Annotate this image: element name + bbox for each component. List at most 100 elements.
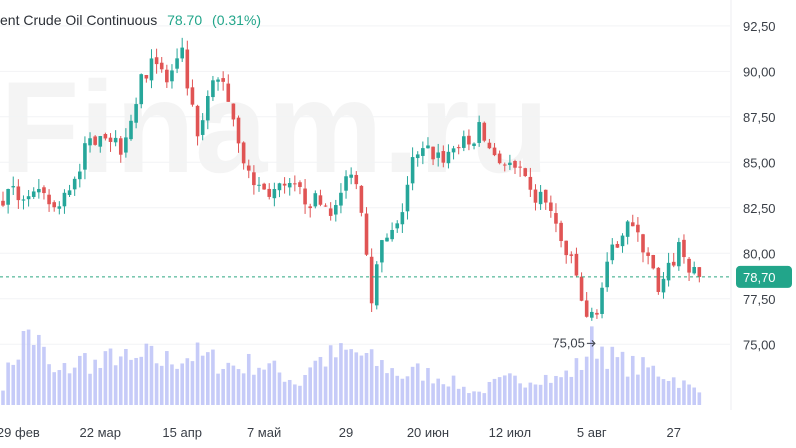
candle-body — [369, 256, 374, 304]
volume-bar — [262, 369, 266, 405]
candle-body — [359, 185, 364, 213]
volume-bar — [175, 368, 179, 405]
candle — [656, 266, 661, 295]
candle-body — [467, 135, 471, 145]
candle-body — [118, 138, 123, 155]
candle — [390, 222, 394, 242]
volume-bar — [472, 391, 476, 405]
volume-bar — [308, 367, 312, 405]
candle — [67, 184, 72, 198]
volume-bar — [523, 387, 528, 405]
candle — [72, 176, 77, 196]
candle-body — [630, 222, 635, 227]
candle — [584, 292, 589, 318]
volume-bar — [241, 373, 246, 405]
volume-bar — [467, 393, 471, 405]
candle — [21, 195, 26, 210]
volume-bar — [139, 356, 144, 405]
x-tick-label: 20 июн — [407, 425, 449, 440]
candle-body — [354, 174, 359, 185]
candle — [134, 97, 138, 129]
candle — [410, 147, 415, 191]
candle-body — [231, 103, 236, 120]
candle — [272, 182, 277, 207]
candle — [154, 48, 159, 74]
candle — [574, 247, 579, 278]
volume-bar — [528, 382, 533, 405]
candle — [456, 144, 461, 155]
candle-body — [42, 187, 46, 194]
volume-bar — [42, 346, 46, 405]
candle-body — [144, 75, 149, 79]
candle-body — [308, 206, 312, 209]
candle-body — [462, 136, 466, 148]
volume-bar — [508, 373, 512, 405]
candle — [431, 146, 435, 166]
candle-body — [298, 182, 302, 187]
candle-body — [415, 154, 420, 159]
volume-bar — [303, 375, 307, 405]
candle — [118, 135, 123, 163]
candle-body — [159, 62, 164, 70]
candle — [564, 240, 568, 264]
volume-bar — [492, 378, 497, 405]
volume-bar — [671, 377, 676, 405]
candle-body — [216, 79, 220, 82]
candle — [144, 74, 149, 83]
candle-body — [124, 137, 128, 153]
volume-bar — [257, 367, 261, 405]
candle-body — [666, 262, 671, 281]
candle-body — [287, 183, 292, 188]
volume-bar — [415, 363, 420, 405]
candle — [78, 163, 82, 188]
candle — [380, 239, 384, 273]
volume-bar — [354, 352, 359, 405]
volume-bar — [200, 355, 205, 405]
candle — [206, 90, 210, 130]
candle-body — [374, 264, 379, 306]
candle-body — [334, 205, 338, 215]
candle — [287, 178, 292, 196]
candle — [538, 185, 543, 210]
candle-body — [697, 267, 702, 277]
volume-bar — [630, 355, 635, 405]
candle-body — [523, 168, 528, 177]
candle — [482, 121, 487, 143]
candle-body — [246, 165, 251, 171]
candle — [610, 238, 615, 265]
candle — [344, 170, 348, 199]
volume-bar — [349, 349, 353, 405]
candle-body — [482, 122, 487, 141]
last-price-badge — [736, 265, 792, 288]
candle — [492, 143, 497, 157]
candle — [139, 73, 144, 109]
candle-body — [108, 137, 113, 142]
y-tick-label: 92,50 — [743, 19, 776, 34]
volume-bar — [98, 367, 103, 405]
volume-bar — [564, 370, 568, 405]
volume-bar — [682, 380, 686, 405]
candle-body — [72, 178, 77, 190]
candle-body — [339, 192, 343, 206]
volume-bar — [661, 379, 666, 405]
volume-bar — [477, 391, 481, 405]
candle-body — [528, 176, 533, 190]
volume-bar — [431, 383, 435, 405]
volume-bar — [451, 375, 456, 405]
candle — [415, 151, 420, 167]
volume-bar — [697, 392, 702, 405]
volume-bar — [108, 348, 113, 405]
candle-body — [549, 202, 553, 211]
volume-bar — [26, 329, 31, 405]
candle-body — [456, 147, 461, 149]
candle-body — [252, 172, 256, 186]
candle-body — [446, 151, 451, 164]
volume-bar — [359, 355, 364, 405]
candle-body — [692, 267, 696, 274]
candle-body — [262, 183, 266, 190]
candle — [303, 179, 307, 214]
candle — [328, 202, 333, 221]
candle-body — [211, 80, 215, 98]
